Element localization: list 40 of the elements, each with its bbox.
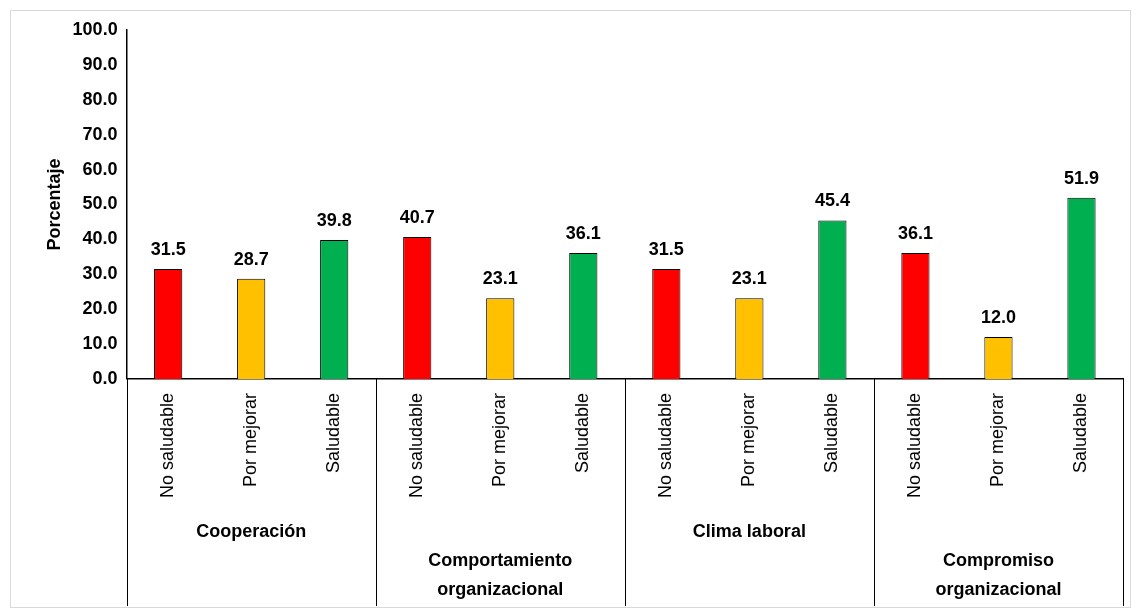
x-tick-label: Saludable — [1070, 392, 1091, 473]
y-tick-label: 20.0 — [82, 298, 118, 319]
x-tick-label: Saludable — [323, 392, 344, 473]
text: Compromiso organizacional — [935, 549, 1062, 599]
y-tick-label: 10.0 — [82, 333, 118, 353]
x-tick-label: Saludable — [572, 392, 593, 473]
y-tick-label: 30.0 — [82, 263, 118, 284]
text: Cooperación — [196, 520, 307, 541]
x-tick-label: Por mejorar — [489, 392, 510, 487]
x-tick-label: No saludable — [904, 392, 925, 498]
x-tick-label: Por mejorar — [738, 392, 759, 487]
y-tick-label: 90.0 — [82, 53, 118, 74]
x-tick-label: Por mejorar — [987, 392, 1008, 487]
x-tick-label: Saludable — [821, 392, 842, 473]
text: Comportamiento organizacional — [428, 549, 573, 599]
x-tick-label: No saludable — [406, 392, 427, 498]
data-label: 36.1 — [565, 222, 601, 243]
data-label: 23.1 — [731, 268, 767, 289]
x-tick-label: Por mejorar — [240, 392, 261, 487]
data-label: 12.0 — [980, 307, 1016, 328]
data-label: 28.7 — [233, 248, 269, 269]
y-axis-title: Porcentaje — [43, 158, 64, 251]
text: Clima laboral — [692, 520, 806, 541]
data-label: 51.9 — [1063, 167, 1100, 188]
y-tick-label: 50.0 — [82, 193, 118, 214]
data-label: 23.1 — [482, 268, 518, 289]
data-label: 31.5 — [648, 238, 684, 259]
data-label: 31.5 — [150, 238, 186, 259]
y-tick-label: 100.0 — [72, 18, 118, 39]
y-tick-label: 0.0 — [92, 367, 118, 388]
data-label: 39.8 — [316, 210, 352, 231]
x-tick-label: No saludable — [655, 392, 676, 498]
data-label: 45.4 — [814, 190, 850, 211]
y-tick-label: 80.0 — [82, 88, 118, 109]
y-tick-label: 60.0 — [82, 158, 118, 179]
x-tick-label: No saludable — [157, 392, 178, 498]
data-label: 40.7 — [399, 206, 435, 227]
y-tick-label: 70.0 — [82, 123, 118, 144]
data-label: 36.1 — [897, 222, 933, 243]
y-tick-label: 40.0 — [82, 228, 118, 249]
